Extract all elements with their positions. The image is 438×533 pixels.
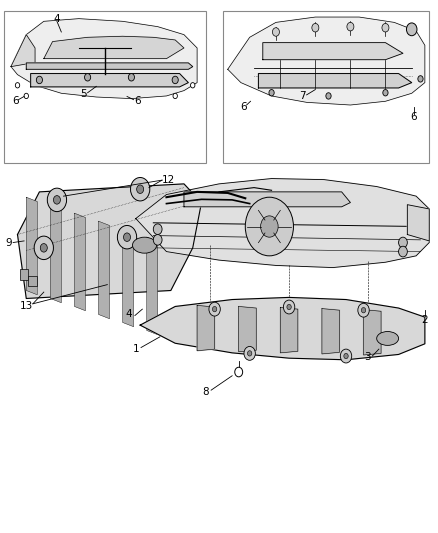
Circle shape bbox=[191, 83, 195, 88]
Circle shape bbox=[399, 246, 407, 257]
Polygon shape bbox=[322, 309, 339, 354]
Circle shape bbox=[399, 237, 407, 248]
Circle shape bbox=[418, 76, 423, 82]
Polygon shape bbox=[407, 205, 429, 241]
Polygon shape bbox=[184, 192, 350, 207]
Polygon shape bbox=[50, 205, 61, 303]
Text: 6: 6 bbox=[12, 96, 19, 106]
Text: 5: 5 bbox=[80, 90, 87, 99]
Text: 3: 3 bbox=[364, 352, 371, 362]
Circle shape bbox=[287, 304, 291, 310]
Circle shape bbox=[137, 185, 144, 193]
Circle shape bbox=[235, 367, 243, 377]
Text: 6: 6 bbox=[134, 96, 141, 106]
Polygon shape bbox=[147, 237, 158, 335]
Circle shape bbox=[153, 235, 162, 245]
Text: 4: 4 bbox=[53, 14, 60, 23]
Text: 13: 13 bbox=[20, 302, 33, 311]
Polygon shape bbox=[26, 197, 37, 295]
Circle shape bbox=[117, 225, 137, 249]
Polygon shape bbox=[99, 221, 110, 319]
Polygon shape bbox=[11, 35, 35, 67]
Circle shape bbox=[153, 224, 162, 235]
FancyBboxPatch shape bbox=[20, 269, 28, 280]
Text: 8: 8 bbox=[202, 387, 209, 397]
Polygon shape bbox=[239, 306, 256, 352]
Circle shape bbox=[382, 23, 389, 32]
Circle shape bbox=[383, 90, 388, 96]
Polygon shape bbox=[263, 43, 403, 60]
Text: 2: 2 bbox=[421, 315, 428, 325]
FancyBboxPatch shape bbox=[4, 11, 206, 163]
Ellipse shape bbox=[132, 237, 157, 253]
Polygon shape bbox=[228, 17, 425, 105]
Circle shape bbox=[361, 308, 366, 313]
Text: 9: 9 bbox=[5, 238, 12, 247]
Circle shape bbox=[34, 236, 53, 260]
Polygon shape bbox=[26, 63, 193, 69]
Circle shape bbox=[312, 23, 319, 32]
Circle shape bbox=[173, 93, 177, 99]
Circle shape bbox=[247, 351, 252, 356]
Circle shape bbox=[209, 302, 220, 316]
Circle shape bbox=[24, 93, 28, 99]
Circle shape bbox=[53, 196, 60, 204]
Circle shape bbox=[244, 346, 255, 360]
Circle shape bbox=[340, 349, 352, 363]
Polygon shape bbox=[280, 308, 298, 353]
Text: 6: 6 bbox=[240, 102, 247, 111]
Circle shape bbox=[172, 76, 178, 84]
Circle shape bbox=[347, 22, 354, 31]
Polygon shape bbox=[258, 74, 412, 88]
Text: 12: 12 bbox=[162, 175, 175, 184]
Polygon shape bbox=[18, 184, 201, 298]
Circle shape bbox=[124, 233, 131, 241]
Circle shape bbox=[85, 74, 91, 81]
FancyBboxPatch shape bbox=[223, 11, 429, 163]
Circle shape bbox=[272, 28, 279, 36]
Circle shape bbox=[128, 74, 134, 81]
Polygon shape bbox=[11, 19, 197, 99]
Polygon shape bbox=[31, 74, 188, 87]
Circle shape bbox=[245, 197, 293, 256]
Polygon shape bbox=[123, 229, 134, 327]
Polygon shape bbox=[136, 179, 429, 268]
Polygon shape bbox=[197, 305, 215, 351]
Circle shape bbox=[261, 216, 278, 237]
Circle shape bbox=[131, 177, 150, 201]
Polygon shape bbox=[44, 36, 184, 59]
Circle shape bbox=[326, 93, 331, 99]
Polygon shape bbox=[364, 310, 381, 355]
Text: 1: 1 bbox=[132, 344, 139, 354]
Ellipse shape bbox=[377, 332, 399, 345]
Polygon shape bbox=[140, 297, 425, 360]
Circle shape bbox=[40, 244, 47, 252]
Text: 7: 7 bbox=[299, 91, 306, 101]
Circle shape bbox=[406, 23, 417, 36]
Circle shape bbox=[344, 353, 348, 359]
Polygon shape bbox=[74, 213, 85, 311]
Circle shape bbox=[36, 76, 42, 84]
Circle shape bbox=[15, 83, 20, 88]
Circle shape bbox=[212, 306, 217, 312]
FancyBboxPatch shape bbox=[28, 276, 37, 286]
Text: 6: 6 bbox=[410, 112, 417, 122]
Circle shape bbox=[269, 90, 274, 96]
Text: 4: 4 bbox=[126, 310, 133, 319]
Circle shape bbox=[47, 188, 67, 212]
Circle shape bbox=[358, 303, 369, 317]
Circle shape bbox=[283, 300, 295, 314]
